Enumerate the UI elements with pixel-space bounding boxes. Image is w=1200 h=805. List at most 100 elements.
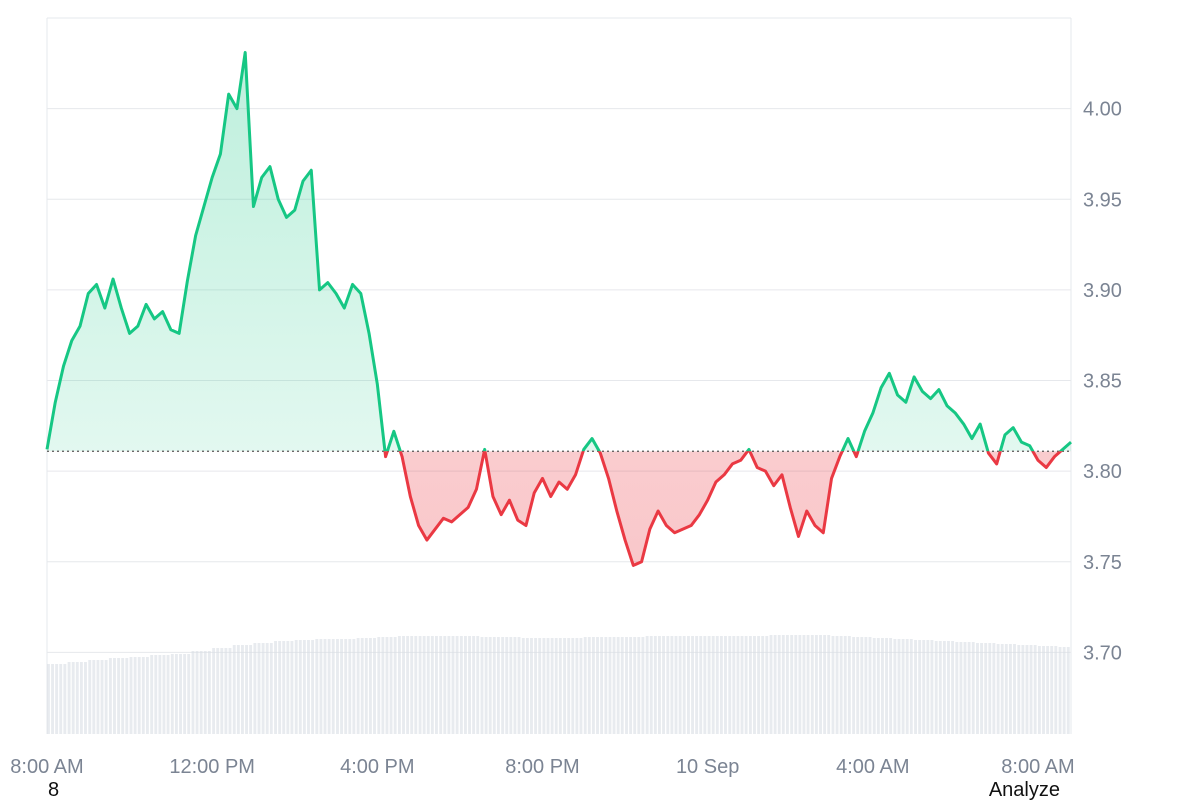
x-tick-label: 10 Sep [676, 756, 739, 778]
volume-bar [711, 636, 715, 734]
volume-bar [212, 648, 216, 734]
volume-bar [282, 641, 286, 734]
volume-bar [1013, 644, 1016, 734]
volume-bar [501, 637, 505, 734]
volume-bar [885, 638, 888, 734]
volume-bar [571, 638, 575, 734]
volume-bar [1066, 647, 1070, 734]
volume-bar [145, 657, 149, 734]
volume-bar [748, 636, 752, 734]
volume-bar [542, 638, 546, 734]
volume-bar [616, 637, 620, 734]
volume-bar [257, 643, 261, 734]
volume-bar [104, 660, 108, 734]
x-tick-label: 8:00 AM [10, 756, 83, 778]
volume-bar [988, 643, 992, 734]
volume-bar [463, 636, 467, 734]
volume-bar [620, 637, 624, 734]
volume-bar [331, 639, 335, 734]
volume-bar [389, 637, 393, 734]
volume-bar [591, 637, 595, 734]
volume-bar [364, 638, 368, 734]
volume-bar [1046, 646, 1050, 734]
volume-bar [360, 638, 364, 734]
volume-bar [715, 636, 719, 734]
volume-bar [670, 636, 674, 734]
volume-bar [150, 655, 154, 734]
volume-bar [207, 651, 211, 734]
volume-bar [240, 645, 244, 734]
volume-bar [521, 638, 525, 734]
volume-bar [662, 636, 665, 734]
volume-bar [852, 637, 856, 734]
volume-bar [307, 640, 310, 734]
volume-bar [129, 657, 133, 734]
volume-bar [645, 636, 649, 734]
volume-bar [785, 635, 789, 734]
volume-bar [302, 640, 306, 734]
volume-bar [336, 639, 339, 734]
volume-bar [117, 658, 121, 734]
volume-bar [71, 662, 75, 734]
volume-bar [319, 639, 323, 734]
volume-bar [773, 635, 777, 734]
volume-bar [744, 636, 748, 734]
volume-bar [1037, 646, 1041, 734]
volume-bar [905, 639, 909, 734]
volume-bars [47, 635, 1070, 734]
volume-bar [67, 662, 71, 734]
volume-bar [298, 640, 302, 734]
volume-bar [847, 636, 851, 734]
volume-bar [459, 636, 463, 734]
volume-bar [1033, 645, 1037, 734]
volume-bar [1025, 645, 1029, 734]
volume-bar [381, 637, 385, 734]
volume-bar [583, 637, 587, 734]
volume-bar [1058, 647, 1062, 734]
volume-bar [596, 637, 599, 734]
volume-bar [835, 636, 839, 734]
volume-bar [245, 645, 248, 734]
volume-bar [203, 651, 207, 734]
volume-bar [810, 635, 814, 734]
volume-bar [860, 637, 864, 734]
volume-bar [96, 660, 100, 734]
volume-bar [740, 636, 744, 734]
volume-bar [496, 637, 500, 734]
volume-bar [1008, 644, 1012, 734]
volume-bar [976, 643, 979, 734]
volume-bar [761, 636, 765, 734]
volume-bar [918, 640, 922, 734]
x-tick-label: 4:00 PM [340, 756, 414, 778]
volume-bar [274, 641, 277, 734]
volume-bar [942, 641, 946, 734]
volume-bar [261, 643, 265, 734]
volume-bar [154, 655, 158, 734]
volume-bar [629, 637, 633, 734]
volume-bar [777, 635, 781, 734]
volume-bar [724, 636, 727, 734]
volume-bar [434, 636, 438, 734]
volume-bar [443, 636, 447, 734]
footer-left-label: 8 [48, 779, 60, 801]
volume-bar [1029, 645, 1033, 734]
volume-bar [402, 636, 405, 734]
volume-bar [914, 640, 917, 734]
volume-bar [728, 636, 732, 734]
volume-bar [228, 648, 232, 734]
volume-bar [455, 636, 459, 734]
price-line-down [383, 451, 1063, 567]
volume-bar [637, 637, 641, 734]
analyze-link[interactable]: Analyze [988, 779, 1060, 801]
volume-bar [100, 660, 104, 734]
volume-bar [819, 635, 822, 734]
volume-bar [476, 636, 480, 734]
volume-bar [447, 636, 451, 734]
volume-bar [88, 660, 92, 734]
volume-bar [558, 638, 562, 734]
volume-bar [84, 662, 87, 734]
volume-bar [1042, 646, 1045, 734]
volume-bar [831, 636, 835, 734]
volume-bar [505, 637, 509, 734]
